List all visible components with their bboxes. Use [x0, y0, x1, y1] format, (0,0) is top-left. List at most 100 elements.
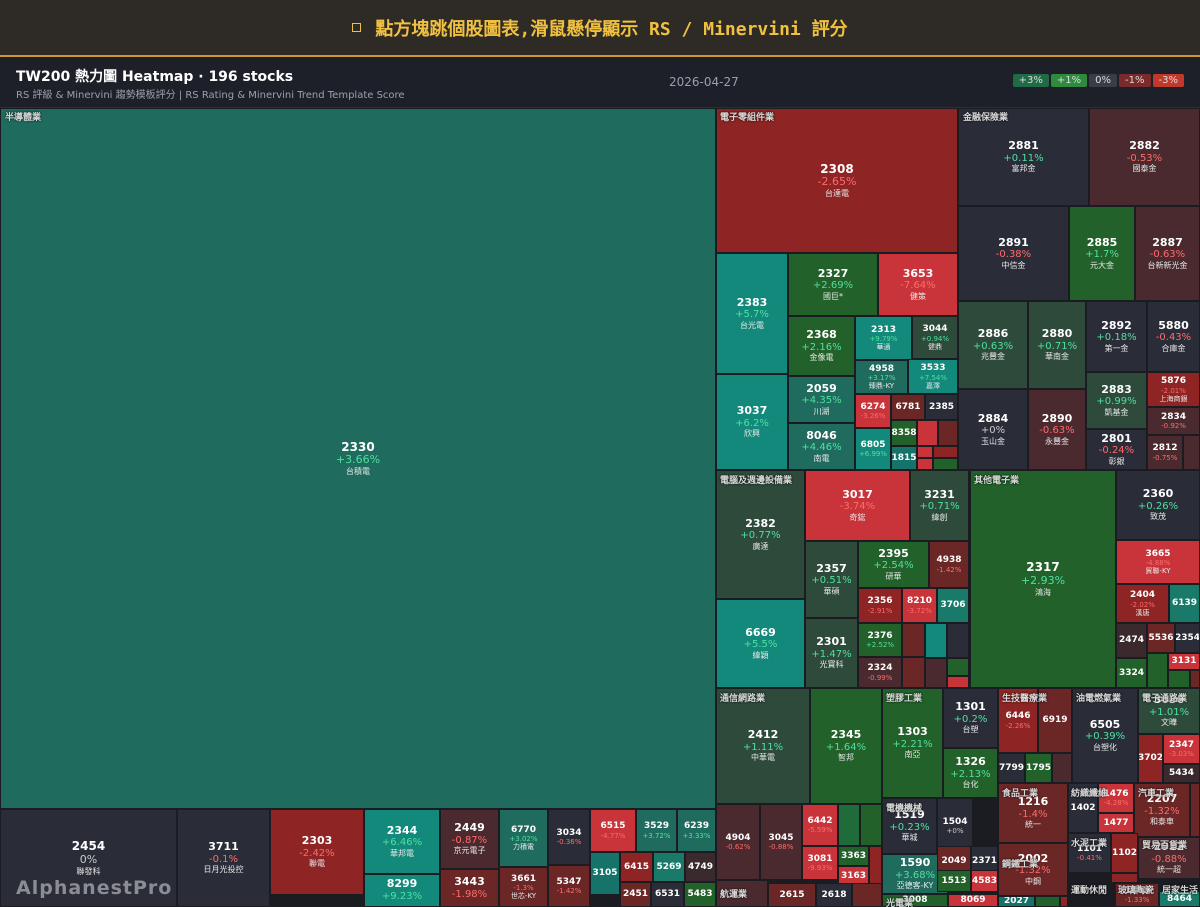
stock-tile-1504[interactable]: 1504 +0%	[937, 798, 973, 854]
stock-tile-1303[interactable]: 1303 +2.21% 南亞	[882, 688, 943, 798]
stock-tile-2002[interactable]: 2002 -1.32% 中鋼	[998, 843, 1068, 896]
stock-tile-5880[interactable]: 5880 -0.43% 合庫金	[1147, 301, 1200, 372]
stock-tile-2357[interactable]: 2357 +0.51% 華碩	[805, 541, 858, 618]
stock-tile-2474[interactable]: 2474	[1116, 623, 1147, 658]
stock-tile-2882[interactable]: 2882 -0.53% 國泰金	[1089, 108, 1200, 206]
stock-tile-2801[interactable]: 2801 -0.24% 彰銀	[1086, 429, 1147, 470]
stock-tile-1477[interactable]: 1477	[1098, 813, 1134, 833]
stock-tile-2301[interactable]: 2301 +1.47% 光寶科	[805, 618, 858, 688]
stock-tile-2618[interactable]: 2618	[816, 883, 852, 907]
stock-tile-3045[interactable]: 3045 -0.88%	[760, 804, 802, 880]
stock-tile-2892[interactable]: 2892 +0.18% 第一金	[1086, 301, 1147, 372]
stock-tile-2207[interactable]: 2207 -1.32% 和泰車	[1134, 783, 1190, 837]
stock-tile-1802[interactable]: 1802 -1.33%	[1115, 883, 1159, 907]
stock-tile-3231[interactable]: 3231 +0.71% 緯創	[910, 470, 969, 541]
stock-tile-2615[interactable]: 2615	[768, 883, 816, 907]
stock-tile-1216[interactable]: 1216 -1.4% 統一	[998, 783, 1068, 843]
stock-tile-1101[interactable]: 1101 -0.41%	[1068, 833, 1111, 873]
stock-tile-3653[interactable]: 3653 -7.64% 健策	[878, 253, 958, 316]
stock-tile[interactable]	[1060, 896, 1068, 907]
stock-tile-2385[interactable]: 2385	[925, 394, 958, 420]
stock-tile[interactable]	[1168, 670, 1190, 688]
stock-tile-3036[interactable]: 3036 +1.01% 文曄	[1138, 688, 1200, 734]
stock-tile-6531[interactable]: 6531	[651, 882, 684, 907]
stock-tile[interactable]	[917, 446, 933, 458]
stock-tile-6919[interactable]: 6919	[1038, 688, 1072, 753]
stock-tile-2382[interactable]: 2382 +0.77% 廣達	[716, 470, 805, 599]
stock-tile-6415[interactable]: 6415	[620, 852, 653, 882]
stock-tile-8210[interactable]: 8210 -3.72%	[902, 588, 937, 623]
stock-tile-2354[interactable]: 2354	[1175, 623, 1200, 653]
stock-tile-2383[interactable]: 2383 +5.7% 台光電	[716, 253, 788, 374]
stock-tile-6770[interactable]: 6770 +3.02% 力積電	[499, 809, 548, 867]
stock-tile-3706[interactable]: 3706	[937, 588, 969, 623]
stock-tile-2885[interactable]: 2885 +1.7% 元大金	[1069, 206, 1135, 301]
stock-tile-3443[interactable]: 3443 -1.98%	[440, 869, 499, 907]
stock-tile-6805[interactable]: 6805 +6.99%	[855, 428, 891, 470]
stock-tile[interactable]	[838, 804, 860, 846]
stock-tile[interactable]	[1111, 873, 1138, 883]
stock-tile-3533[interactable]: 3533 +7.54% 嘉澤	[908, 359, 958, 394]
stock-tile-6239[interactable]: 6239 +3.33%	[677, 809, 716, 852]
stock-tile-2313[interactable]: 2313 +9.79% 華通	[855, 316, 912, 360]
stock-tile[interactable]	[947, 623, 969, 658]
stock-tile-7799[interactable]: 7799	[998, 753, 1025, 783]
stock-tile-2059[interactable]: 2059 +4.35% 川湖	[788, 376, 855, 423]
stock-tile[interactable]	[1183, 435, 1200, 470]
stock-tile-6274[interactable]: 6274 -3.26%	[855, 394, 891, 428]
stock-tile-2412[interactable]: 2412 +1.11% 中華電	[716, 688, 810, 804]
stock-tile-6515[interactable]: 6515 -4.77%	[590, 809, 636, 852]
stock-tile-2395[interactable]: 2395 +2.54% 研華	[858, 541, 929, 588]
stock-tile-2344[interactable]: 2344 +6.46% 華邦電	[364, 809, 440, 874]
stock-tile-4958[interactable]: 4958 +3.17% 臻鼎-KY	[855, 360, 908, 394]
stock-tile-2454[interactable]: 2454 0% 聯發科	[0, 809, 177, 907]
stock-tile-2303[interactable]: 2303 -2.42% 聯電	[270, 809, 364, 895]
stock-tile-3324[interactable]: 3324	[1116, 658, 1147, 688]
stock-tile-3017[interactable]: 3017 -3.74% 奇鋐	[805, 470, 910, 541]
stock-tile[interactable]	[1190, 670, 1200, 688]
stock-tile[interactable]	[716, 880, 768, 907]
stock-tile-3034[interactable]: 3034 -0.36%	[548, 809, 590, 865]
stock-tile-4583[interactable]: 4583	[971, 870, 998, 892]
stock-tile-1795[interactable]: 1795	[1025, 753, 1052, 783]
stock-tile[interactable]	[869, 846, 882, 886]
stock-tile-2308[interactable]: 2308 -2.65% 台達電	[716, 108, 958, 253]
stock-tile[interactable]	[860, 804, 882, 846]
stock-tile-3363[interactable]: 3363	[838, 846, 869, 866]
stock-tile-5876[interactable]: 5876 -2.01% 上海商銀	[1147, 372, 1200, 407]
stock-tile-3008[interactable]: 3008	[882, 894, 948, 907]
stock-tile-2886[interactable]: 2886 +0.63% 兆豐金	[958, 301, 1028, 389]
stock-tile[interactable]	[902, 623, 925, 657]
stock-tile-2887[interactable]: 2887 -0.63% 台新新光金	[1135, 206, 1200, 301]
stock-tile-3081[interactable]: 3081 -9.93%	[802, 846, 838, 880]
stock-tile-2912[interactable]: 2912 -0.88% 統一超	[1138, 837, 1200, 879]
stock-tile[interactable]	[902, 657, 925, 688]
stock-tile-3661[interactable]: 3661 -1.3% 世芯-KY	[499, 867, 548, 907]
stock-tile[interactable]	[947, 676, 969, 688]
stock-tile-3702[interactable]: 3702	[1138, 734, 1163, 783]
stock-tile-2404[interactable]: 2404 -2.02% 漢唐	[1116, 584, 1169, 623]
stock-tile-2347[interactable]: 2347 -3.03%	[1163, 734, 1200, 764]
stock-tile-8069[interactable]: 8069	[948, 894, 998, 907]
stock-tile-2812[interactable]: 2812 -0.75%	[1147, 435, 1183, 470]
stock-tile[interactable]	[925, 658, 947, 688]
stock-tile-3105[interactable]: 3105	[590, 852, 620, 895]
stock-tile-6505[interactable]: 6505 +0.39% 台塑化	[1072, 688, 1138, 783]
stock-tile-2884[interactable]: 2884 +0% 玉山金	[958, 389, 1028, 470]
stock-tile-2356[interactable]: 2356 -2.91%	[858, 588, 902, 623]
stock-tile-1326[interactable]: 1326 +2.13% 台化	[943, 748, 998, 798]
stock-tile-3529[interactable]: 3529 +3.72%	[636, 809, 677, 852]
stock-tile-2360[interactable]: 2360 +0.26% 致茂	[1116, 470, 1200, 540]
stock-tile-2451[interactable]: 2451	[620, 882, 651, 907]
stock-tile-1102[interactable]: 1102	[1111, 833, 1138, 873]
stock-tile-3163[interactable]: 3163	[838, 866, 869, 886]
stock-tile-8464[interactable]: 8464	[1159, 891, 1200, 907]
stock-tile-2449[interactable]: 2449 -0.87% 京元電子	[440, 809, 499, 869]
stock-tile-2880[interactable]: 2880 +0.71% 華南金	[1028, 301, 1086, 389]
stock-tile-2327[interactable]: 2327 +2.69% 國巨*	[788, 253, 878, 316]
stock-tile-1402[interactable]: 1402	[1068, 783, 1098, 833]
stock-tile-6669[interactable]: 6669 +5.5% 緯穎	[716, 599, 805, 688]
stock-tile-2890[interactable]: 2890 -0.63% 永豐金	[1028, 389, 1086, 470]
stock-tile-4904[interactable]: 4904 -0.62%	[716, 804, 760, 880]
stock-tile[interactable]	[947, 658, 969, 676]
